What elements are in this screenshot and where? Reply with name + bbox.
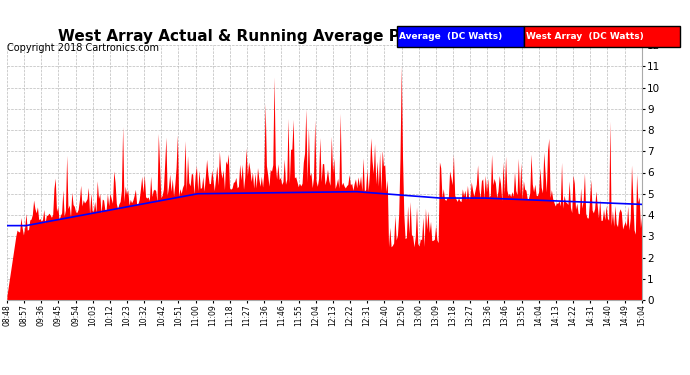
Text: Average  (DC Watts): Average (DC Watts): [399, 32, 502, 41]
Text: Copyright 2018 Cartronics.com: Copyright 2018 Cartronics.com: [7, 43, 159, 53]
Title: West Array Actual & Running Average Power Tue Jan 23 15:07: West Array Actual & Running Average Powe…: [58, 29, 591, 44]
Text: West Array  (DC Watts): West Array (DC Watts): [526, 32, 644, 41]
